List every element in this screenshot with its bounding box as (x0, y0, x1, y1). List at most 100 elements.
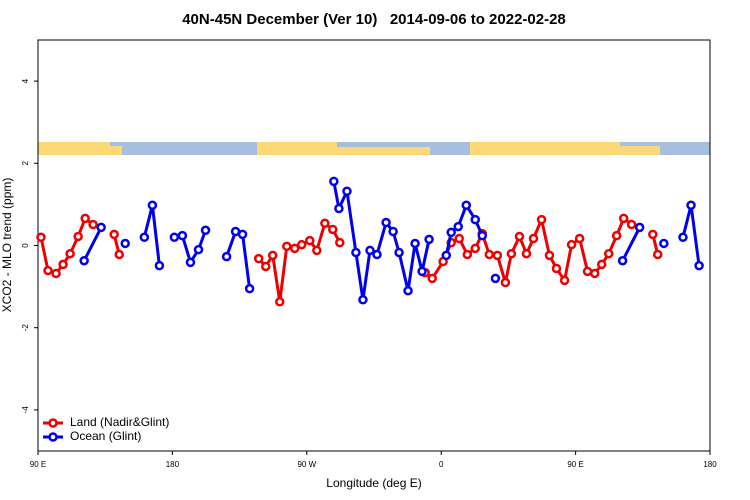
data-point (381, 217, 391, 228)
data-point (617, 255, 628, 266)
data-point (559, 275, 570, 286)
data-point (139, 232, 150, 243)
legend-label: Land (Nadir&Glint) (70, 415, 169, 429)
data-point (193, 244, 204, 255)
data-point (96, 222, 106, 233)
data-point (109, 229, 119, 240)
data-point (551, 263, 562, 274)
data-point (490, 273, 501, 284)
data-line (332, 181, 431, 302)
data-point (79, 255, 89, 266)
data-point (80, 213, 90, 224)
data-point (320, 218, 330, 229)
x-tick-label: 90 E (567, 460, 583, 469)
data-point (329, 176, 339, 187)
data-point (484, 249, 495, 260)
plot-frame (37, 39, 711, 452)
data-point (351, 247, 361, 258)
data-point (528, 233, 539, 244)
data-point (154, 260, 165, 271)
data-point (648, 229, 658, 240)
data-line (621, 226, 641, 262)
data-point (185, 257, 196, 268)
data-point (88, 219, 98, 230)
data-point (268, 250, 278, 261)
y-tick-label: -4 (21, 406, 30, 414)
data-point (694, 260, 704, 271)
data-point (596, 259, 607, 270)
data-point (147, 200, 158, 210)
legend-label: Ocean (Glint) (70, 429, 141, 443)
data-point (403, 285, 413, 296)
data-point (177, 230, 188, 241)
data-point (334, 203, 344, 214)
data-point (237, 229, 248, 240)
x-tick-label: 180 (703, 460, 717, 469)
y-tick-label: 2 (21, 161, 30, 166)
data-point (282, 241, 292, 252)
data-point (169, 232, 180, 243)
data-point (574, 233, 585, 244)
data-point (659, 238, 669, 249)
data-line (424, 216, 633, 284)
x-tick-label: 0 (439, 460, 444, 469)
data-point (65, 248, 75, 259)
data-point (521, 248, 532, 259)
legend-marker (48, 418, 58, 428)
data-point (328, 224, 338, 235)
chart-title: 40N-45N December (Ver 10) 2014-09-06 to … (182, 11, 566, 28)
data-point (388, 226, 398, 237)
y-tick-label: -2 (21, 324, 30, 332)
y-tick-label: 0 (21, 243, 30, 248)
data-point (470, 214, 480, 225)
data-point (36, 232, 46, 243)
data-point (394, 247, 404, 258)
data-point (335, 237, 345, 248)
data-point (536, 214, 547, 225)
data-point (305, 235, 315, 246)
data-point (410, 238, 420, 249)
data-point (43, 265, 53, 276)
data-point (462, 249, 473, 260)
data-point (454, 233, 465, 244)
data-point (275, 297, 285, 307)
data-point (120, 238, 130, 249)
data-point (427, 273, 437, 284)
data-point (253, 253, 264, 264)
data-point (652, 249, 663, 260)
data-point (506, 248, 517, 259)
data-point (114, 249, 124, 260)
land-ocean-strip (38, 142, 710, 155)
x-tick-label: 90 W (297, 460, 316, 469)
data-point (260, 261, 271, 272)
data-point (51, 268, 61, 279)
data-point (589, 268, 600, 279)
data-point (678, 232, 688, 243)
data-point (312, 245, 322, 256)
data-point (417, 266, 427, 277)
data-point (604, 248, 614, 259)
data-point (244, 283, 255, 294)
data-point (453, 221, 463, 232)
legend-marker (48, 432, 58, 442)
data-point (544, 250, 555, 261)
data-point (289, 243, 300, 254)
data-point (365, 245, 375, 256)
data-point (686, 200, 696, 210)
data-point (500, 277, 511, 288)
data-point (618, 213, 629, 224)
x-axis-label: Longitude (deg E) (326, 476, 421, 490)
data-point (446, 227, 456, 238)
data-point (470, 243, 480, 254)
data-point (372, 249, 382, 260)
data-point (358, 295, 368, 305)
data-point (566, 239, 577, 250)
data-point (477, 230, 488, 241)
data-point (296, 239, 307, 250)
data-point (626, 219, 637, 230)
data-point (342, 186, 352, 196)
data-point (492, 250, 503, 261)
y-tick-label: 4 (21, 78, 30, 83)
data-point (200, 225, 211, 236)
